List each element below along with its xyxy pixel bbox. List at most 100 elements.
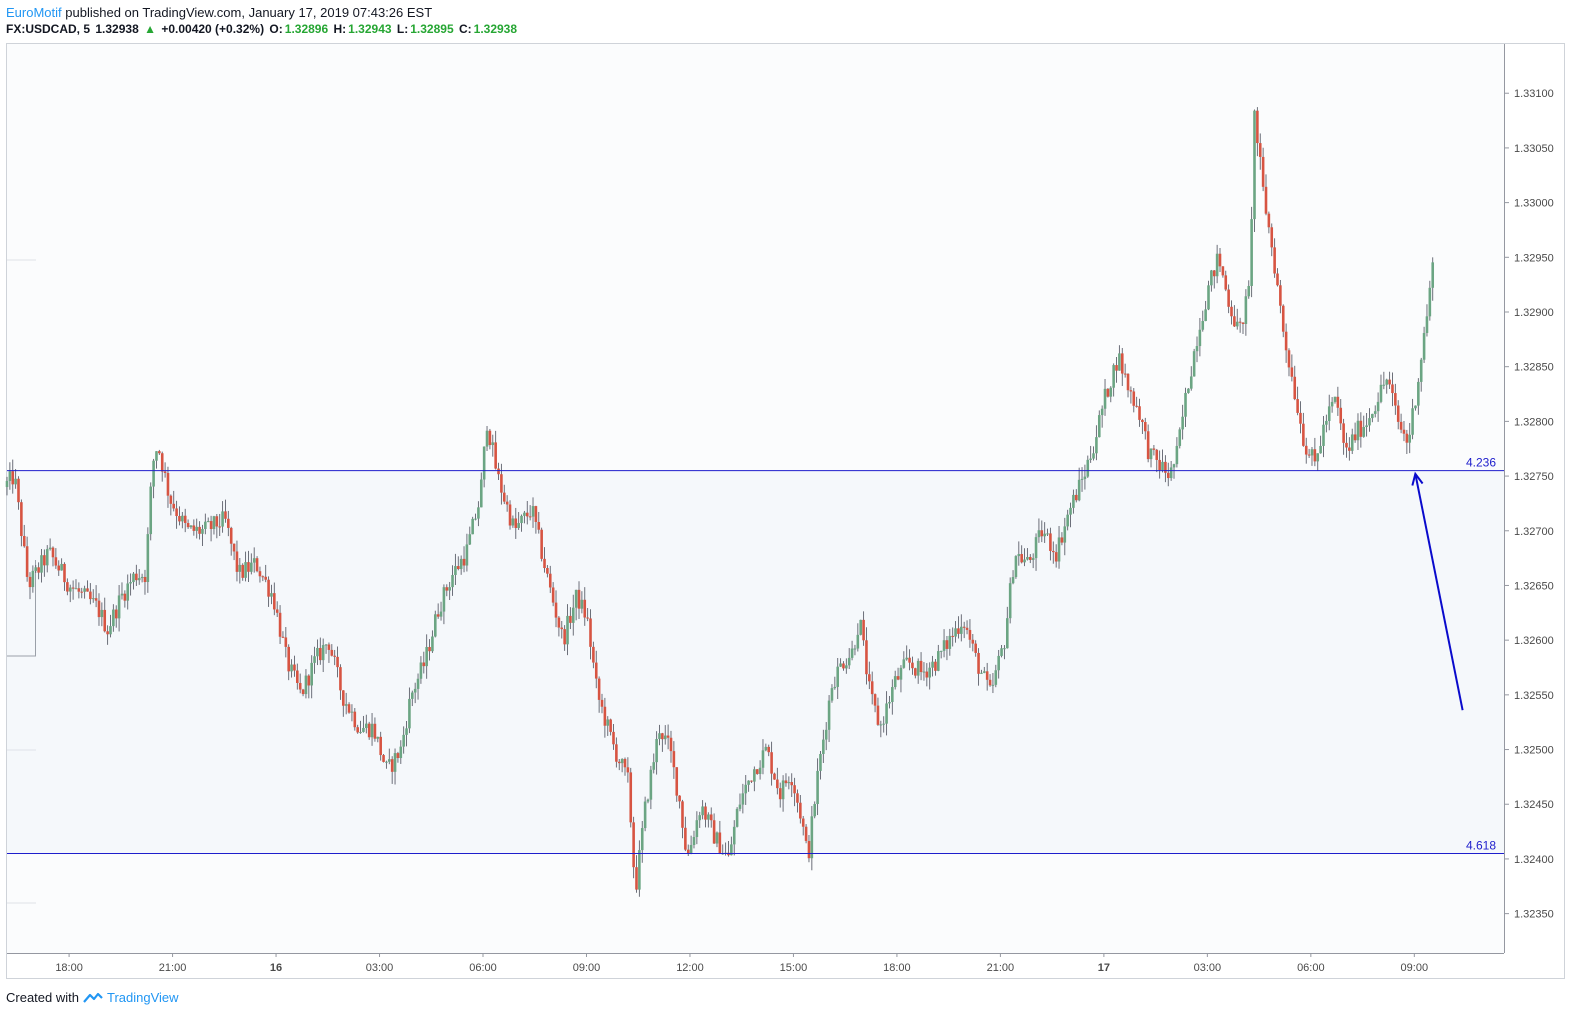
- candle-body: [1207, 285, 1210, 310]
- author-link[interactable]: EuroMotif: [6, 5, 62, 20]
- price-tick-label: 1.32350: [1514, 909, 1554, 921]
- candle-body: [479, 479, 483, 508]
- candle-body: [471, 518, 474, 535]
- candle-body: [298, 682, 302, 690]
- candle-body: [1184, 392, 1187, 417]
- candle-body: [71, 587, 75, 589]
- candle-body: [252, 558, 256, 563]
- candle-body: [1336, 396, 1340, 408]
- candle-body: [353, 711, 357, 728]
- time-axis[interactable]: 18:00 21:00 16 03:00 06:00 09:00 12:00 15:00 18:…: [55, 953, 1428, 974]
- candle-body: [28, 576, 32, 588]
- candle-body: [560, 627, 564, 630]
- tradingview-brand-link[interactable]: TradingView: [106, 990, 179, 1005]
- candle-body: [784, 780, 788, 784]
- candle-body: [5, 480, 9, 488]
- annotations[interactable]: [1411, 471, 1464, 711]
- candle-body: [1327, 406, 1331, 421]
- candle-body: [951, 635, 954, 637]
- candle-body: [1201, 321, 1205, 330]
- candle-body: [836, 666, 840, 687]
- candle-body: [1023, 559, 1026, 563]
- candle-body: [215, 516, 219, 527]
- candle-body: [1187, 388, 1190, 393]
- candle-body: [186, 523, 190, 528]
- candle-body: [83, 588, 86, 592]
- price-tick-label: 1.32650: [1514, 580, 1554, 592]
- candle-body: [505, 501, 509, 505]
- candle-body: [885, 703, 888, 724]
- candle-body: [859, 619, 863, 635]
- candle-body: [1049, 533, 1052, 551]
- candle-body: [382, 755, 385, 762]
- candle-body: [1379, 384, 1383, 402]
- candle-body: [273, 593, 276, 610]
- candle-body: [620, 758, 624, 764]
- candle-body: [882, 723, 885, 725]
- candle-body: [623, 758, 627, 768]
- candle-body: [307, 675, 311, 686]
- candle-body: [408, 698, 411, 729]
- candle-body: [879, 724, 883, 726]
- candle-body: [43, 555, 46, 566]
- candle-body: [594, 662, 598, 679]
- candle-body: [491, 442, 495, 446]
- candle-body: [850, 648, 854, 658]
- candle-body: [597, 678, 601, 700]
- candle-body: [1325, 420, 1328, 425]
- candle-body: [615, 744, 618, 762]
- time-tick-label: 15:00: [780, 962, 808, 974]
- candle-body: [80, 591, 84, 593]
- candle-body: [258, 571, 262, 577]
- candle-body: [1195, 346, 1199, 352]
- candle-body: [520, 515, 523, 524]
- candle-body: [1417, 381, 1420, 406]
- candle-body: [839, 663, 842, 667]
- price-tick-label: 1.32400: [1514, 854, 1554, 866]
- fib-levels[interactable]: 4.236 4.618: [7, 456, 1504, 854]
- candle-body: [34, 567, 38, 571]
- candle-body: [347, 704, 351, 713]
- candle-body: [695, 820, 699, 838]
- candle-body: [1414, 405, 1417, 409]
- candle-body: [571, 607, 575, 623]
- candle-body: [1388, 379, 1391, 385]
- candle-body: [362, 727, 365, 732]
- candle-body: [1011, 577, 1015, 584]
- candle-body: [267, 579, 270, 597]
- candle-body: [971, 639, 975, 644]
- arrow-shaft[interactable]: [1414, 473, 1464, 711]
- candle-body: [166, 472, 170, 496]
- candle-body: [1069, 507, 1072, 515]
- time-tick-label: 03:00: [1194, 962, 1222, 974]
- price-tick-label: 1.33050: [1514, 143, 1554, 155]
- candle-body: [402, 734, 405, 747]
- candle-body: [893, 676, 897, 688]
- candle-body: [278, 612, 282, 637]
- candle-body: [324, 644, 328, 646]
- candle-body: [1003, 648, 1006, 650]
- candle-body: [730, 844, 733, 856]
- candle-body: [20, 502, 23, 537]
- candle-body: [494, 442, 497, 469]
- candle-body: [454, 566, 457, 575]
- candle-body: [914, 668, 917, 676]
- candle-body: [365, 723, 368, 728]
- candle-body: [1086, 459, 1090, 477]
- price-axis[interactable]: 1.32350 1.32400 1.32450 1.32500 1.32550 1.326…: [1504, 88, 1554, 921]
- candle-body: [247, 562, 250, 572]
- candle-body: [462, 558, 466, 566]
- candle-body: [1345, 442, 1348, 448]
- candle-body: [612, 731, 615, 745]
- candle-body: [1152, 448, 1156, 450]
- candle-body: [1333, 396, 1337, 402]
- candle-body: [592, 646, 595, 663]
- candle-body: [1051, 550, 1055, 553]
- candle-body: [1198, 329, 1202, 347]
- candle-body: [152, 460, 155, 487]
- time-tick-label: 06:00: [1297, 962, 1325, 974]
- candle-body: [546, 568, 549, 574]
- candle-body: [603, 706, 607, 726]
- candle-body: [497, 468, 500, 475]
